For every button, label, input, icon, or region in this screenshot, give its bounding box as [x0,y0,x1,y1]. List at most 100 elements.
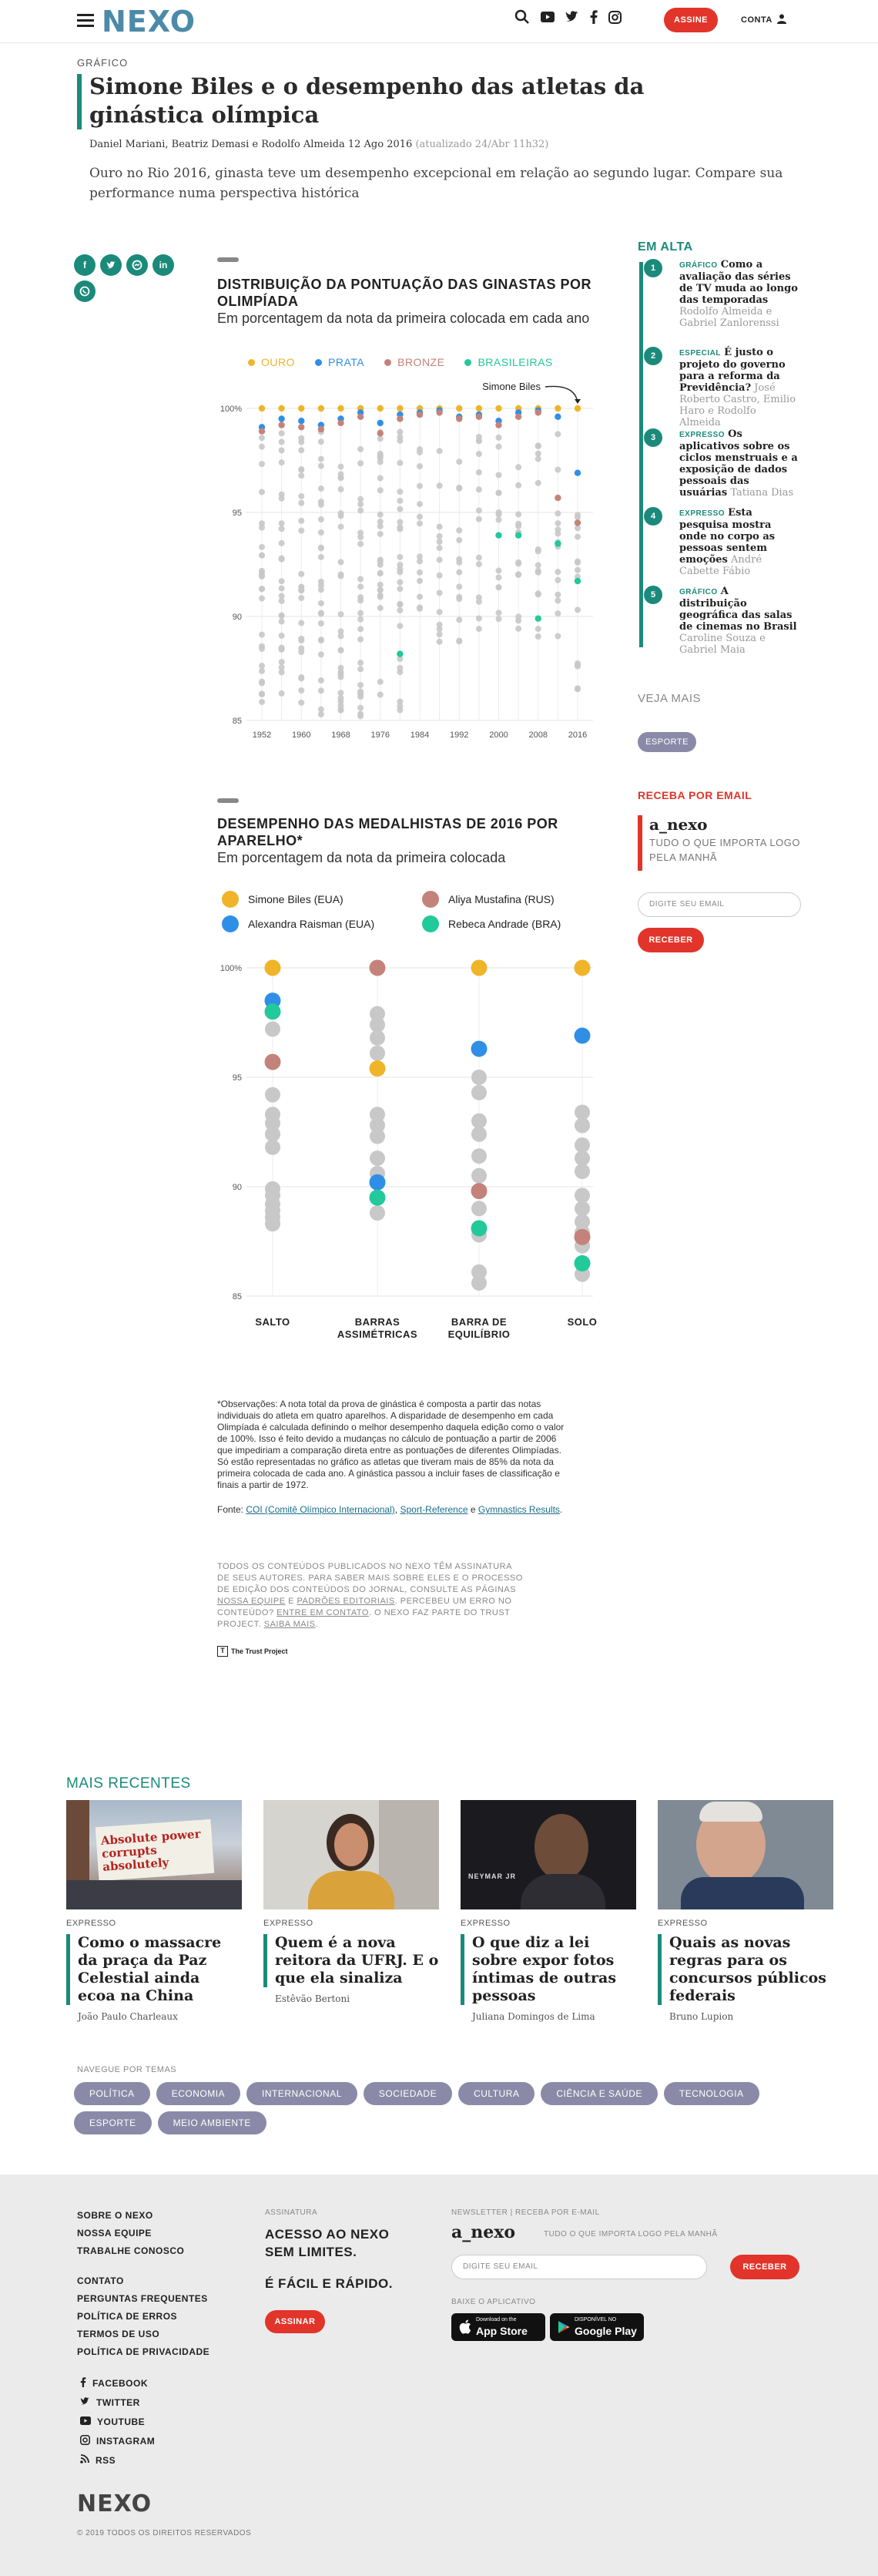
recent-card[interactable]: EXPRESSO Quais as novas regras para os c… [658,1800,833,2022]
footer-link-equipe[interactable]: NOSSA EQUIPE [77,2228,152,2238]
tema-chip[interactable]: ECONOMIA [156,2082,241,2105]
footer-rss[interactable]: RSS [80,2450,155,2470]
title-accent-bar [77,74,82,129]
instagram-icon[interactable] [608,10,622,24]
share-messenger-icon[interactable] [126,254,148,276]
recent-card-image: NEYMAR JR [461,1800,636,1909]
search-icon[interactable] [514,9,530,25]
other-athlete-point [337,694,344,701]
other-athlete-point [298,570,305,577]
footer-link-erros[interactable]: POLÍTICA DE ERROS [77,2311,178,2322]
trending-item[interactable]: 2 ESPECIAL É justo o projeto do governo … [644,347,798,428]
other-athlete-point [278,597,285,604]
share-whatsapp-icon[interactable] [74,280,96,302]
other-athlete-point [495,434,502,441]
youtube-icon[interactable] [541,12,555,22]
google-play-line1: DISPONÍVEL NO [575,2317,617,2322]
other-athlete-point [298,499,305,506]
other-athlete-point [265,1139,280,1155]
footer-link-sobre[interactable]: SOBRE O NEXO [77,2210,153,2221]
tema-chip[interactable]: TECNOLOGIA [663,2082,759,2105]
footer-link-privacidade[interactable]: POLÍTICA DE PRIVACIDADE [77,2346,210,2357]
footer-receber-button[interactable]: RECEBER [730,2255,799,2279]
nossa-equipe-link[interactable]: NOSSA EQUIPE [217,1597,286,1606]
fonte-link-gymresults[interactable]: Gymnastics Results [478,1504,560,1515]
other-athlete-point [298,586,305,593]
esporte-tag[interactable]: ESPORTE [638,732,696,752]
other-athlete-point [471,1113,487,1129]
other-athlete-point [357,636,364,643]
footer-link-contato[interactable]: CONTATO [77,2275,124,2286]
other-athlete-point [357,694,364,700]
y-tick-label: 95 [233,1073,242,1083]
tema-chip[interactable]: POLÍTICA [74,2082,150,2105]
footer-youtube[interactable]: YOUTUBE [80,2412,155,2431]
fonte-link-coi[interactable]: COI (Comitê Olímpico Internacional) [246,1504,395,1515]
footer-email-input[interactable]: DIGITE SEU EMAIL [451,2255,707,2279]
fonte-link-sportref[interactable]: Sport-Reference [400,1504,468,1515]
other-athlete-point [575,566,581,573]
google-play-button[interactable]: DISPONÍVEL NO Google Play [550,2313,644,2341]
footer-facebook[interactable]: FACEBOOK [80,2373,155,2393]
entre-em-contato-link[interactable]: ENTRE EM CONTATO [276,1608,369,1617]
trust-project-logo[interactable]: T The Trust Project [217,1646,288,1657]
conta-button[interactable]: CONTA [741,14,786,26]
share-twitter-icon[interactable] [100,254,122,276]
tema-chip[interactable]: CULTURA [458,2082,535,2105]
saiba-mais-link[interactable]: SAIBA MAIS [263,1620,316,1629]
trending-title: É justo o projeto do governo para a refo… [679,347,786,394]
footer-link-faq[interactable]: PERGUNTAS FREQUENTES [77,2293,208,2304]
other-athlete-point [317,677,324,683]
other-athlete-point [357,594,364,601]
recent-card[interactable]: NEYMAR JR EXPRESSO O que diz a lei sobre… [461,1800,636,2022]
tema-chip[interactable]: ESPORTE [74,2111,152,2134]
trending-item[interactable]: 4 EXPRESSO Esta pesquisa mostra onde no … [644,507,798,577]
footer-logo[interactable]: NEXO [77,2490,152,2517]
trending-item[interactable]: 5 GRÁFICO A distribuição geográfica das … [644,586,798,656]
other-athlete-point [265,1115,280,1131]
other-athlete-point [471,1070,487,1085]
tema-chip[interactable]: INTERNACIONAL [246,2082,357,2105]
trust-project-label: The Trust Project [231,1647,288,1655]
trending-item[interactable]: 1 GRÁFICO Como a avaliação das séries de… [644,259,798,329]
menu-icon[interactable] [77,14,94,28]
other-athlete-point [370,1006,385,1022]
chart1-plot: 85 90 95 100% 1952 1960 1968 1976 1984 1992 2000 20… [220,381,593,740]
assinar-button[interactable]: ASSINAR [265,2310,325,2333]
other-athlete-point [298,620,305,626]
tema-chip[interactable]: MEIO AMBIENTE [157,2111,266,2134]
tema-chip[interactable]: CIÊNCIA E SAÚDE [541,2082,658,2105]
trending-item[interactable]: 3 EXPRESSO Os aplicativos sobre os ciclo… [644,428,798,499]
recent-card[interactable]: Absolute power corrupts absolutely EXPRE… [66,1800,242,2022]
app-store-button[interactable]: Download on the App Store [451,2313,545,2341]
newsletter-receber-button[interactable]: RECEBER [638,928,704,952]
assine-button[interactable]: ASSINE [664,8,718,32]
other-athlete-point [535,567,541,574]
footer-instagram[interactable]: INSTAGRAM [80,2431,155,2450]
other-athlete-point [259,520,265,527]
other-athlete-point [337,523,344,530]
footer-twitter[interactable]: TWITTER [80,2393,155,2412]
other-athlete-point [471,1275,487,1291]
x-category-label: BARRA DE [451,1316,507,1328]
other-athlete-point [370,1128,385,1144]
other-athlete-point [357,507,364,514]
twitter-icon[interactable] [565,11,579,23]
share-linkedin-icon[interactable]: in [152,254,174,276]
facebook-icon[interactable] [590,10,598,24]
tema-chip[interactable]: SOCIEDADE [363,2082,453,2105]
legend-brasileiras: BRASILEIRAS [464,356,552,368]
other-athlete-point [278,430,285,437]
annotation-arrowhead [575,399,581,404]
other-athlete-point [575,1214,590,1230]
recent-card[interactable]: EXPRESSO Quem é a nova reitora da UFRJ. … [263,1800,439,2004]
twitter-icon [80,2396,90,2408]
padroes-editoriais-link[interactable]: PADRÕES EDITORIAIS [297,1597,395,1606]
footer-link-termos[interactable]: TERMOS DE USO [77,2329,160,2339]
footer-link-trabalhe[interactable]: TRABALHE CONOSCO [77,2245,185,2256]
other-athlete-point [515,560,522,567]
share-facebook-icon[interactable]: f [74,254,96,276]
newsletter-email-input[interactable]: DIGITE SEU EMAIL [638,892,801,917]
site-logo[interactable]: NEXO [102,5,196,39]
other-athlete-point [555,431,561,438]
